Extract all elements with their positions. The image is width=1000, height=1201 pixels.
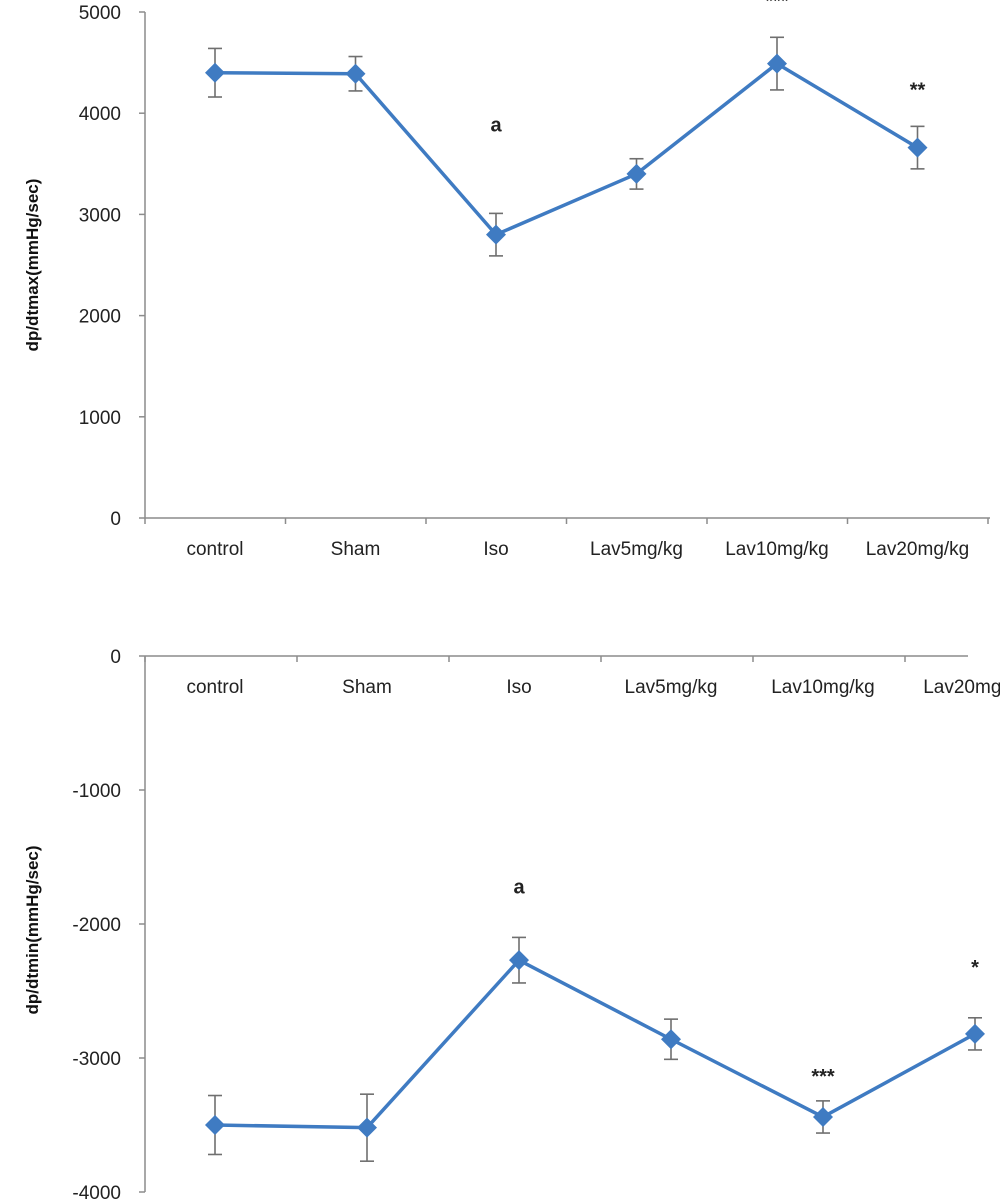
data-point-marker: [486, 224, 506, 245]
data-point-marker: [767, 53, 787, 74]
significance-annotation: *: [971, 957, 979, 979]
x-tick-label: control: [186, 539, 243, 560]
significance-annotation: ***: [765, 0, 789, 12]
y-axis-title: dp/dtmin(mmHg/sec): [23, 845, 42, 1014]
data-point-marker: [345, 63, 366, 84]
significance-annotation: a: [513, 876, 525, 898]
y-tick-label: 4000: [79, 104, 121, 125]
x-tick-label: Iso: [483, 539, 508, 560]
x-tick-label: Iso: [506, 677, 531, 698]
x-tick-label: Sham: [342, 677, 392, 698]
y-tick-label: 3000: [79, 205, 121, 226]
y-tick-label: -3000: [72, 1049, 121, 1070]
x-tick-label: Lav5mg/kg: [625, 677, 718, 698]
x-tick-label: Lav10mg/kg: [771, 677, 875, 698]
data-point-marker: [205, 62, 225, 83]
y-tick-label: 0: [110, 647, 121, 668]
chart-dpdtmin: 0 -1000 -2000 -3000 -4000 control Sham Iso Lav5m…: [23, 647, 1000, 1201]
series-line: [214, 958, 976, 1130]
y-tick-label: 2000: [79, 307, 121, 328]
y-tick-label: 0: [110, 509, 121, 530]
data-point-marker: [907, 137, 928, 158]
x-tick-label: Sham: [331, 539, 381, 560]
y-tick-label: -4000: [72, 1183, 121, 1201]
data-point-marker: [509, 950, 529, 971]
data-point-marker: [965, 1023, 985, 1044]
x-tick-label: Lav5mg/kg: [590, 539, 683, 560]
x-tick-label: Lav20mg/kg: [866, 539, 970, 560]
significance-annotation: ***: [811, 1066, 835, 1088]
x-tick-label: control: [186, 677, 243, 698]
significance-annotation: a: [490, 114, 502, 136]
y-tick-label: 1000: [79, 408, 121, 429]
data-point-marker: [205, 1115, 225, 1135]
y-axis-title: dp/dtmax(mmHg/sec): [23, 179, 42, 352]
y-tick-label: 5000: [79, 3, 121, 24]
data-point-marker: [813, 1106, 833, 1127]
data-point-marker: [626, 163, 647, 184]
y-tick-label: -1000: [72, 781, 121, 802]
data-point-marker: [661, 1029, 681, 1050]
data-point-marker: [357, 1117, 377, 1138]
y-tick-label: -2000: [72, 915, 121, 936]
significance-annotation: **: [910, 79, 926, 101]
x-tick-label: Lav10mg/kg: [725, 539, 829, 560]
chart-dpdtmax: 0 1000 2000 3000 4000 5000 control Sham Iso Lav5m…: [23, 0, 990, 560]
x-tick-label: Lav20mg/kg: [923, 677, 1000, 698]
series-line: [214, 61, 919, 237]
